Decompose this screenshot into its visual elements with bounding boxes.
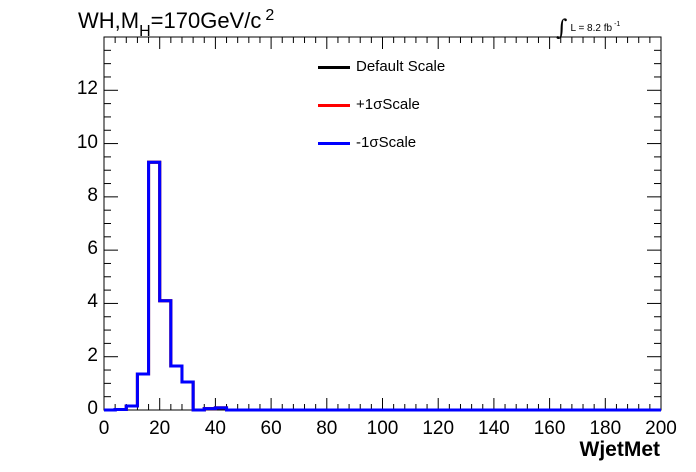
- x-tick-label: 100: [366, 418, 399, 439]
- legend-swatch-plus1sigma: [318, 104, 350, 107]
- x-tick-label: 20: [149, 418, 171, 439]
- y-tick-label: 10: [76, 131, 98, 153]
- legend-label-minus1sigma: -1σScale: [356, 134, 417, 151]
- legend-swatch-minus1sigma: [318, 142, 350, 145]
- x-tick-label: 180: [589, 418, 622, 439]
- x-tick-label: 0: [98, 418, 110, 439]
- axis-ticks: [103, 36, 662, 411]
- x-axis-label: WjetMet: [579, 438, 661, 461]
- x-tick-label: 40: [204, 418, 226, 439]
- series-group: [104, 160, 661, 412]
- legend-label-plus1sigma: +1σScale: [356, 96, 420, 113]
- x-tick-label: 160: [533, 418, 566, 439]
- plot-frame: [103, 36, 662, 411]
- lumi-superscript: -1: [614, 21, 621, 28]
- x-tick-label: 60: [260, 418, 282, 439]
- title-superscript: 2: [265, 7, 275, 24]
- title-rest-text: =170GeV/c: [150, 8, 262, 33]
- title-subscript: H: [139, 23, 151, 40]
- y-tick-label: 0: [87, 398, 98, 419]
- lumi-text: L = 8.2 fb: [570, 23, 613, 34]
- chart-title: WH,MH=170GeV/c 2: [78, 7, 275, 40]
- y-tick-label: 8: [87, 184, 98, 206]
- title-main-text: WH,M: [78, 8, 140, 33]
- series-line-0: [104, 160, 661, 412]
- x-tick-label: 120: [422, 418, 455, 439]
- y-tick-label: 12: [76, 78, 98, 100]
- y-tick-label: 2: [87, 344, 98, 366]
- x-tick-label: 80: [316, 418, 338, 439]
- y-tick-label: 6: [87, 238, 98, 260]
- legend-swatch-default: [318, 66, 350, 69]
- integral-symbol: ∫: [556, 16, 568, 41]
- x-tick-label: 140: [478, 418, 510, 439]
- luminosity-label: ∫ L = 8.2 fb -1: [556, 12, 621, 41]
- series-line-1: [104, 160, 661, 412]
- legend-label-default: Default Scale: [356, 58, 446, 75]
- x-tick-label: 200: [645, 418, 677, 439]
- y-tick-label: 4: [87, 291, 98, 313]
- series-line-2: [104, 160, 661, 412]
